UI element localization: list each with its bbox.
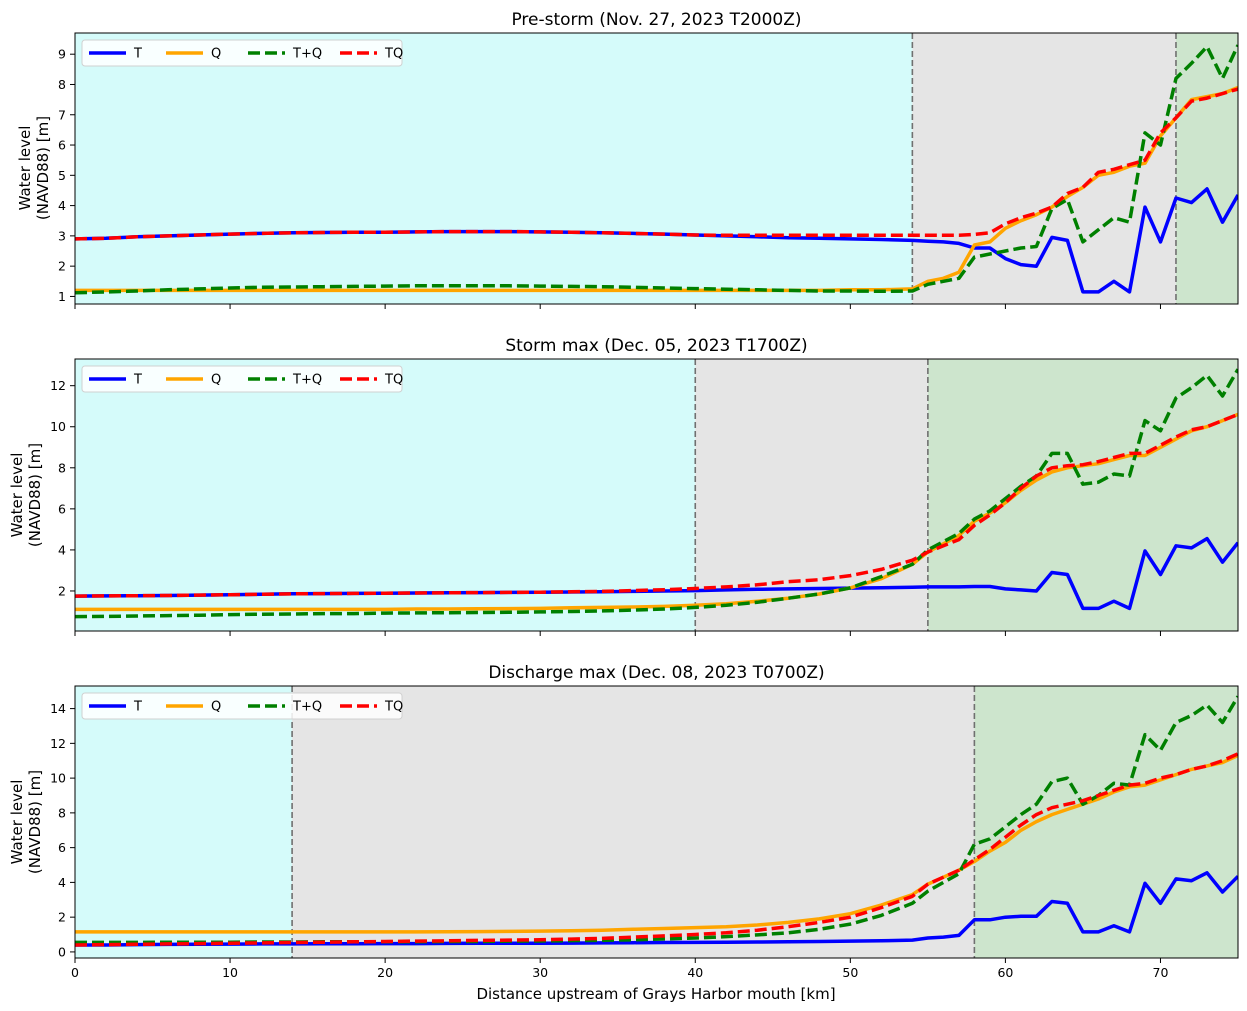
y-tick-label: 6	[58, 840, 66, 855]
y-tick-label: 8	[58, 77, 66, 92]
y-tick-label: 1	[58, 289, 66, 304]
y-tick-label: 14	[50, 701, 66, 716]
series-line-TQ	[75, 412, 1238, 598]
y-tick-label: 6	[58, 501, 66, 516]
x-axis-label: Distance upstream of Grays Harbor mouth …	[476, 985, 835, 1003]
legend-label-Q: Q	[211, 373, 221, 388]
legend: T Q T+Q TQ	[81, 39, 403, 67]
x-tick-label: 50	[842, 965, 858, 980]
chart-title: Pre-storm (Nov. 27, 2023 T2000Z)	[511, 10, 801, 30]
region-band-0	[75, 33, 913, 304]
plot-frame	[74, 32, 1239, 305]
y-tick-label: 8	[58, 805, 66, 820]
y-tick-label: 10	[50, 419, 66, 434]
y-tick-label: 9	[58, 47, 66, 62]
legend-box	[81, 692, 403, 720]
legend-label-T: T	[133, 47, 142, 62]
panel-storm-max: 2 4 6 8 10 12 Storm max (Dec. 05, 2023 T1700Z)…	[50, 336, 1239, 636]
y-axis-label-mid-line2: (NAVD88) [m]	[26, 443, 44, 547]
legend-label-Q: Q	[211, 700, 221, 715]
y-tick-label: 7	[58, 107, 66, 122]
legend-label-T+Q: T+Q	[292, 700, 322, 715]
y-tick-label: 8	[58, 460, 66, 475]
y-tick-label: 2	[58, 259, 66, 274]
x-tick-label: 30	[532, 965, 548, 980]
legend-box	[81, 39, 403, 67]
series-line-Q	[75, 412, 1238, 612]
region-band-0	[75, 686, 293, 958]
plot-frame	[74, 685, 1239, 959]
y-tick-label: 4	[58, 875, 66, 890]
y-tick-label: 12	[50, 736, 66, 751]
y-tick-label: 2	[58, 583, 66, 598]
legend-label-T: T	[133, 373, 142, 388]
chart-title: Discharge max (Dec. 08, 2023 T0700Z)	[488, 663, 824, 683]
x-tick-label: 70	[1153, 965, 1169, 980]
x-tick-label: 10	[222, 965, 238, 980]
series-line-T+Q	[75, 44, 1238, 295]
legend-label-T+Q: T+Q	[292, 373, 322, 388]
legend-label-TQ: TQ	[384, 373, 403, 388]
y-tick-label: 4	[58, 198, 66, 213]
series-line-Q	[75, 85, 1238, 293]
legend: T Q T+Q TQ	[81, 365, 403, 393]
legend: T Q T+Q TQ	[81, 692, 403, 720]
legend-label-T+Q: T+Q	[292, 47, 322, 62]
region-band-0	[75, 359, 696, 631]
y-tick-label: 3	[58, 228, 66, 243]
legend-box	[81, 365, 403, 393]
series-line-TQ	[75, 752, 1238, 947]
legend-label-TQ: TQ	[384, 700, 403, 715]
x-tick-label: 0	[71, 965, 79, 980]
region-band-2	[1175, 33, 1238, 304]
region-band-1	[695, 359, 928, 631]
series-line-TQ	[75, 87, 1238, 241]
y-tick-label: 10	[50, 771, 66, 786]
y-tick-label: 2	[58, 910, 66, 925]
x-tick-label: 60	[997, 965, 1013, 980]
region-band-2	[974, 686, 1238, 958]
x-tick-label: 40	[687, 965, 703, 980]
y-tick-label: 6	[58, 138, 66, 153]
y-tick-label: 5	[58, 168, 66, 183]
legend-label-TQ: TQ	[384, 47, 403, 62]
legend-label-Q: Q	[211, 47, 221, 62]
y-axis-label-top-line1: Water level	[16, 126, 34, 211]
plot-frame	[74, 358, 1239, 632]
y-axis-label-bottom-line2: (NAVD88) [m]	[26, 770, 44, 874]
region-band-2	[927, 359, 1238, 631]
series-line-T+Q	[75, 368, 1238, 619]
chart-title: Storm max (Dec. 05, 2023 T1700Z)	[505, 336, 807, 356]
y-axis-label-bottom-line1: Water level	[8, 780, 26, 865]
y-tick-label: 12	[50, 378, 66, 393]
legend-label-T: T	[133, 700, 142, 715]
region-band-1	[912, 33, 1176, 304]
y-axis-label-mid-line1: Water level	[8, 453, 26, 538]
y-tick-label: 0	[58, 944, 66, 959]
panel-pre-storm: 1 2 3 4 5 6 7 8 9 Pre-storm (Nov. 27, 2023 T2000Z…	[58, 10, 1239, 309]
region-band-1	[292, 686, 975, 958]
y-axis-label-top-line2: (NAVD88) [m]	[34, 116, 52, 220]
x-tick-label: 20	[377, 965, 393, 980]
panel-discharge-max: 0 10 20 30 40 50 60 70 0 2 4 6 8 10 12 14 Discharge max …	[50, 663, 1239, 980]
y-tick-label: 4	[58, 542, 66, 557]
